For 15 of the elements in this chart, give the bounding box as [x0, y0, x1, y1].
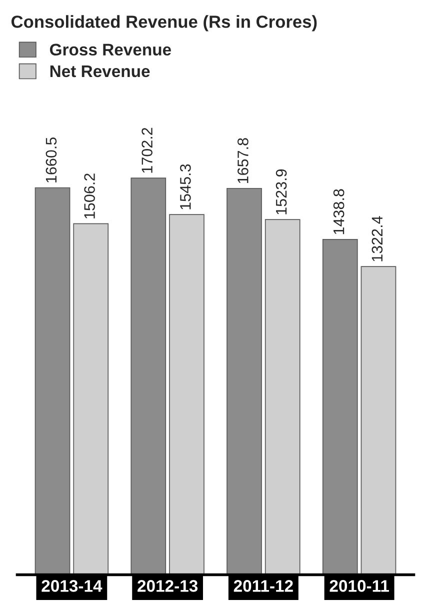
chart-title: Consolidated Revenue (Rs in Crores): [11, 15, 317, 32]
data-label: 1660.5: [46, 137, 57, 182]
data-label: 1438.8: [333, 189, 344, 234]
legend-label: Gross Revenue: [50, 44, 172, 56]
data-label: 1657.8: [238, 138, 248, 184]
x-tick-label: 2013-14: [42, 580, 102, 592]
data-label: 1506.2: [84, 174, 95, 218]
data-label: 1702.2: [142, 128, 152, 173]
data-label: 1322.4: [372, 216, 383, 262]
legend-label: Net Revenue: [50, 66, 150, 78]
data-label: 1523.9: [276, 169, 287, 214]
data-label: 1545.3: [180, 164, 191, 210]
x-tick-label: 2010-11: [330, 580, 389, 592]
x-tick-label: 2011-12: [234, 580, 293, 592]
x-tick-label: 2012-13: [138, 580, 198, 592]
